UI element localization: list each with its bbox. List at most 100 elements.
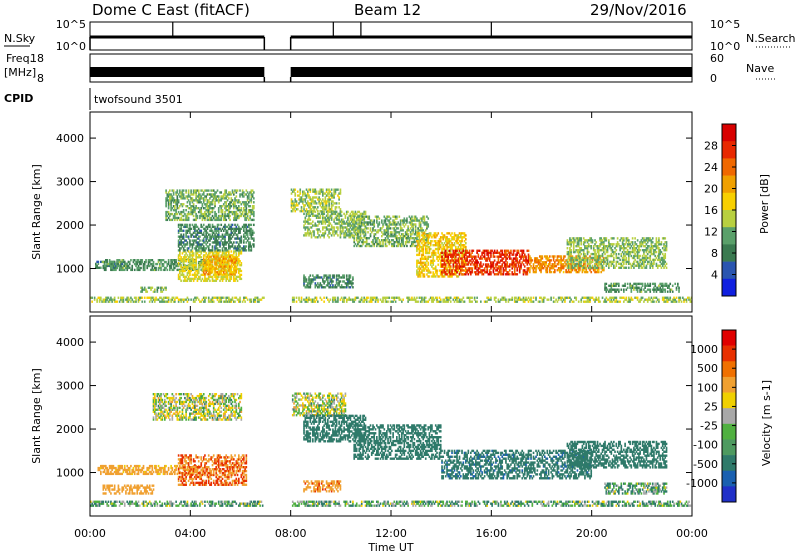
echo-cell [585, 266, 588, 269]
echo-cell [222, 214, 225, 218]
echo-cell [205, 252, 208, 255]
echo-cell [185, 223, 187, 227]
echo-cell [228, 250, 230, 253]
echo-cell [195, 254, 197, 257]
echo-cell [180, 243, 182, 246]
echo-cell [192, 199, 195, 202]
echo-cell [179, 195, 181, 198]
echo-cell [166, 197, 169, 200]
echo-cell [191, 265, 194, 269]
echo-cell [239, 201, 241, 204]
echo-cell [291, 208, 294, 211]
echo-cell [433, 259, 436, 262]
echo-cell [191, 193, 194, 196]
echo-cell [222, 273, 225, 276]
echo-cell [215, 273, 218, 277]
echo-cell [186, 254, 189, 257]
echo-cell [177, 210, 180, 214]
echo-cell [205, 235, 208, 238]
echo-cell [212, 195, 215, 198]
echo-cell [224, 227, 226, 231]
echo-cell [225, 254, 228, 257]
nsearch-tick-top: 10^5 [710, 18, 740, 31]
echo-cell [212, 193, 215, 196]
echo-cell [105, 268, 107, 272]
echo-cell [181, 258, 184, 261]
echo-cell [154, 268, 156, 272]
echo-cell [446, 269, 448, 272]
echo-cell [179, 275, 181, 279]
echo-cell [191, 277, 194, 281]
echo-cell [197, 245, 200, 248]
echo-cell [200, 245, 203, 248]
echo-cell [245, 216, 248, 220]
echo-cell [221, 259, 224, 262]
echo-cell [121, 260, 124, 264]
echo-cell [181, 197, 184, 200]
echo-cell [238, 231, 240, 234]
echo-cell [235, 225, 238, 229]
echo-cell [110, 260, 112, 264]
echo-cell [253, 201, 255, 204]
echo-cell [177, 264, 180, 267]
station-title: Dome C East (fitACF) [92, 1, 250, 19]
echo-cell [468, 249, 471, 252]
echo-cell [309, 188, 312, 191]
echo-cell [201, 249, 204, 252]
echo-cell [230, 210, 233, 214]
echo-cell [224, 207, 226, 210]
echo-cell [196, 273, 199, 277]
echo-cell [199, 210, 201, 214]
echo-cell [300, 210, 303, 213]
echo-cell [120, 268, 122, 272]
echo-cell [207, 201, 210, 204]
echo-cell [206, 241, 209, 244]
echo-cell [182, 235, 185, 238]
echo-cell [250, 233, 253, 236]
echo-cell [194, 264, 196, 267]
echo-cell [180, 212, 182, 216]
echo-cell [165, 203, 167, 206]
echo-cell [396, 215, 398, 218]
echo-cell [245, 189, 248, 192]
echo-cell [234, 227, 236, 231]
echo-cell [136, 259, 139, 262]
echo-cell [199, 245, 201, 248]
echo-cell [220, 261, 223, 264]
echo-cell [189, 239, 191, 242]
echo-cell [228, 191, 230, 194]
echo-cell [174, 259, 176, 262]
echo-cell [175, 199, 177, 202]
echo-cell [131, 264, 134, 268]
echo-cell [235, 247, 238, 250]
echo-cell [240, 273, 243, 277]
echo-cell [228, 227, 230, 231]
echo-cell [195, 241, 197, 244]
echo-cell [138, 266, 141, 270]
echo-cell [230, 269, 233, 273]
echo-cell [229, 193, 231, 196]
echo-cell [205, 277, 208, 281]
echo-cell [187, 275, 190, 279]
echo-cell [204, 277, 206, 281]
echo-cell [211, 275, 214, 279]
echo-cell [199, 247, 201, 250]
echo-cell [194, 207, 196, 210]
echo-cell [209, 207, 211, 210]
echo-cell [169, 214, 171, 218]
echo-cell [411, 215, 413, 218]
echo-cell [228, 258, 230, 261]
echo-cell [214, 257, 216, 260]
echo-cell [317, 210, 319, 213]
echo-cell [133, 259, 136, 262]
echo-cell [238, 245, 240, 248]
echo-cell [228, 263, 230, 266]
echo-cell [305, 208, 308, 211]
echo-cell [248, 209, 250, 212]
echo-cell [202, 271, 205, 274]
echo-cell [186, 273, 189, 277]
echo-cell [212, 225, 215, 229]
echo-cell [140, 286, 142, 289]
echo-cell [204, 203, 206, 206]
echo-cell [214, 212, 216, 216]
